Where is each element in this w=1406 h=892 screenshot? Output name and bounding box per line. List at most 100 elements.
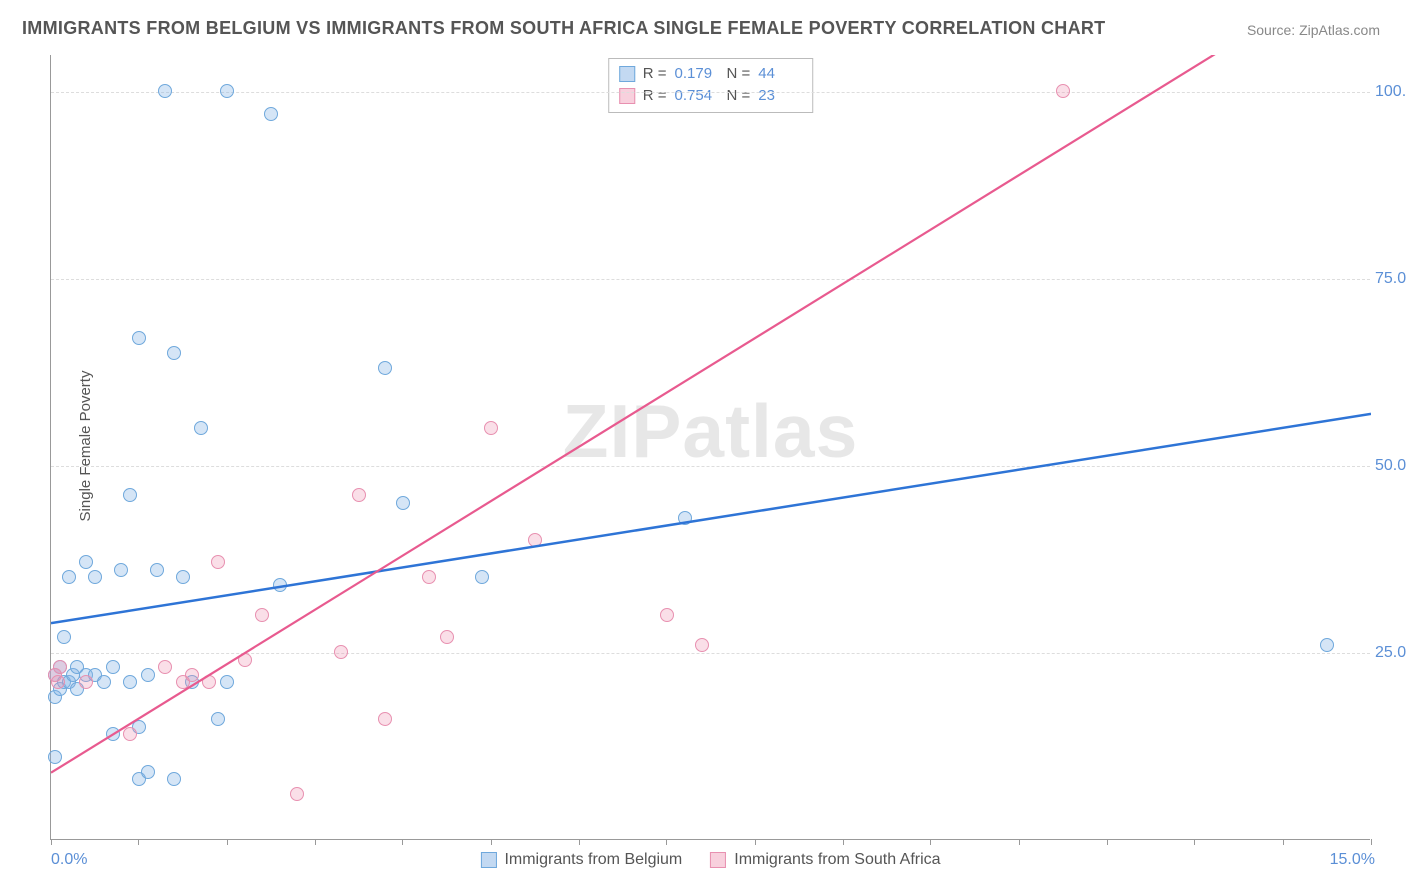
swatch-icon [619,66,635,82]
legend-label: Immigrants from South Africa [734,851,940,869]
data-point [158,660,172,674]
correlation-legend: R = 0.179 N = 44 R = 0.754 N = 23 [608,58,814,113]
data-point [202,675,216,689]
x-tick [402,839,403,845]
data-point [79,675,93,689]
data-point [88,570,102,584]
data-point [167,772,181,786]
swatch-icon [619,88,635,104]
data-point [62,570,76,584]
data-point [167,346,181,360]
data-point [176,570,190,584]
n-value: 44 [758,63,802,85]
data-point [484,421,498,435]
data-point [695,638,709,652]
data-point [132,331,146,345]
watermark: ZIPatlas [563,388,859,474]
data-point [475,570,489,584]
data-point [57,630,71,644]
x-tick [51,839,52,845]
chart-title: IMMIGRANTS FROM BELGIUM VS IMMIGRANTS FR… [22,18,1105,39]
x-tick [1283,839,1284,845]
data-point [1320,638,1334,652]
trend-line [51,414,1371,623]
swatch-icon [710,852,726,868]
x-tick [843,839,844,845]
n-label: N = [727,63,751,85]
data-point [211,712,225,726]
data-point [1056,84,1070,98]
data-point [106,660,120,674]
x-tick [227,839,228,845]
data-point [123,675,137,689]
series-legend: Immigrants from Belgium Immigrants from … [480,851,940,869]
data-point [660,608,674,622]
data-point [378,361,392,375]
data-point [220,675,234,689]
x-axis-min-label: 0.0% [51,851,87,869]
data-point [352,488,366,502]
legend-row-southafrica: R = 0.754 N = 23 [619,85,803,107]
x-tick [579,839,580,845]
x-tick [930,839,931,845]
data-point [53,660,67,674]
x-tick [1371,839,1372,845]
data-point [123,488,137,502]
data-point [238,653,252,667]
r-label: R = [643,63,667,85]
r-value: 0.754 [675,85,719,107]
x-tick [755,839,756,845]
x-tick [315,839,316,845]
data-point [220,84,234,98]
source-credit: Source: ZipAtlas.com [1247,22,1380,38]
gridline [51,92,1370,93]
data-point [211,555,225,569]
swatch-icon [480,852,496,868]
n-label: N = [727,85,751,107]
data-point [51,675,65,689]
data-point [264,107,278,121]
data-point [396,496,410,510]
n-value: 23 [758,85,802,107]
trend-lines [51,55,1371,840]
scatter-plot: ZIPatlas R = 0.179 N = 44 R = 0.754 N = … [50,55,1370,840]
x-tick [1019,839,1020,845]
data-point [273,578,287,592]
data-point [528,533,542,547]
data-point [150,563,164,577]
data-point [123,727,137,741]
x-axis-max-label: 15.0% [1330,851,1375,869]
x-tick [1107,839,1108,845]
x-tick [666,839,667,845]
trend-line [51,55,1371,773]
data-point [290,787,304,801]
r-value: 0.179 [675,63,719,85]
data-point [334,645,348,659]
legend-row-belgium: R = 0.179 N = 44 [619,63,803,85]
data-point [440,630,454,644]
x-tick [1194,839,1195,845]
data-point [141,765,155,779]
data-point [255,608,269,622]
data-point [194,421,208,435]
data-point [106,727,120,741]
y-tick-label: 75.0% [1375,270,1406,288]
y-tick-label: 25.0% [1375,644,1406,662]
x-tick [138,839,139,845]
data-point [422,570,436,584]
legend-label: Immigrants from Belgium [504,851,682,869]
data-point [79,555,93,569]
x-tick [491,839,492,845]
data-point [97,675,111,689]
data-point [158,84,172,98]
legend-item-southafrica: Immigrants from South Africa [710,851,940,869]
data-point [378,712,392,726]
data-point [185,668,199,682]
data-point [114,563,128,577]
data-point [141,668,155,682]
r-label: R = [643,85,667,107]
gridline [51,279,1370,280]
legend-item-belgium: Immigrants from Belgium [480,851,682,869]
y-tick-label: 100.0% [1375,83,1406,101]
y-tick-label: 50.0% [1375,457,1406,475]
